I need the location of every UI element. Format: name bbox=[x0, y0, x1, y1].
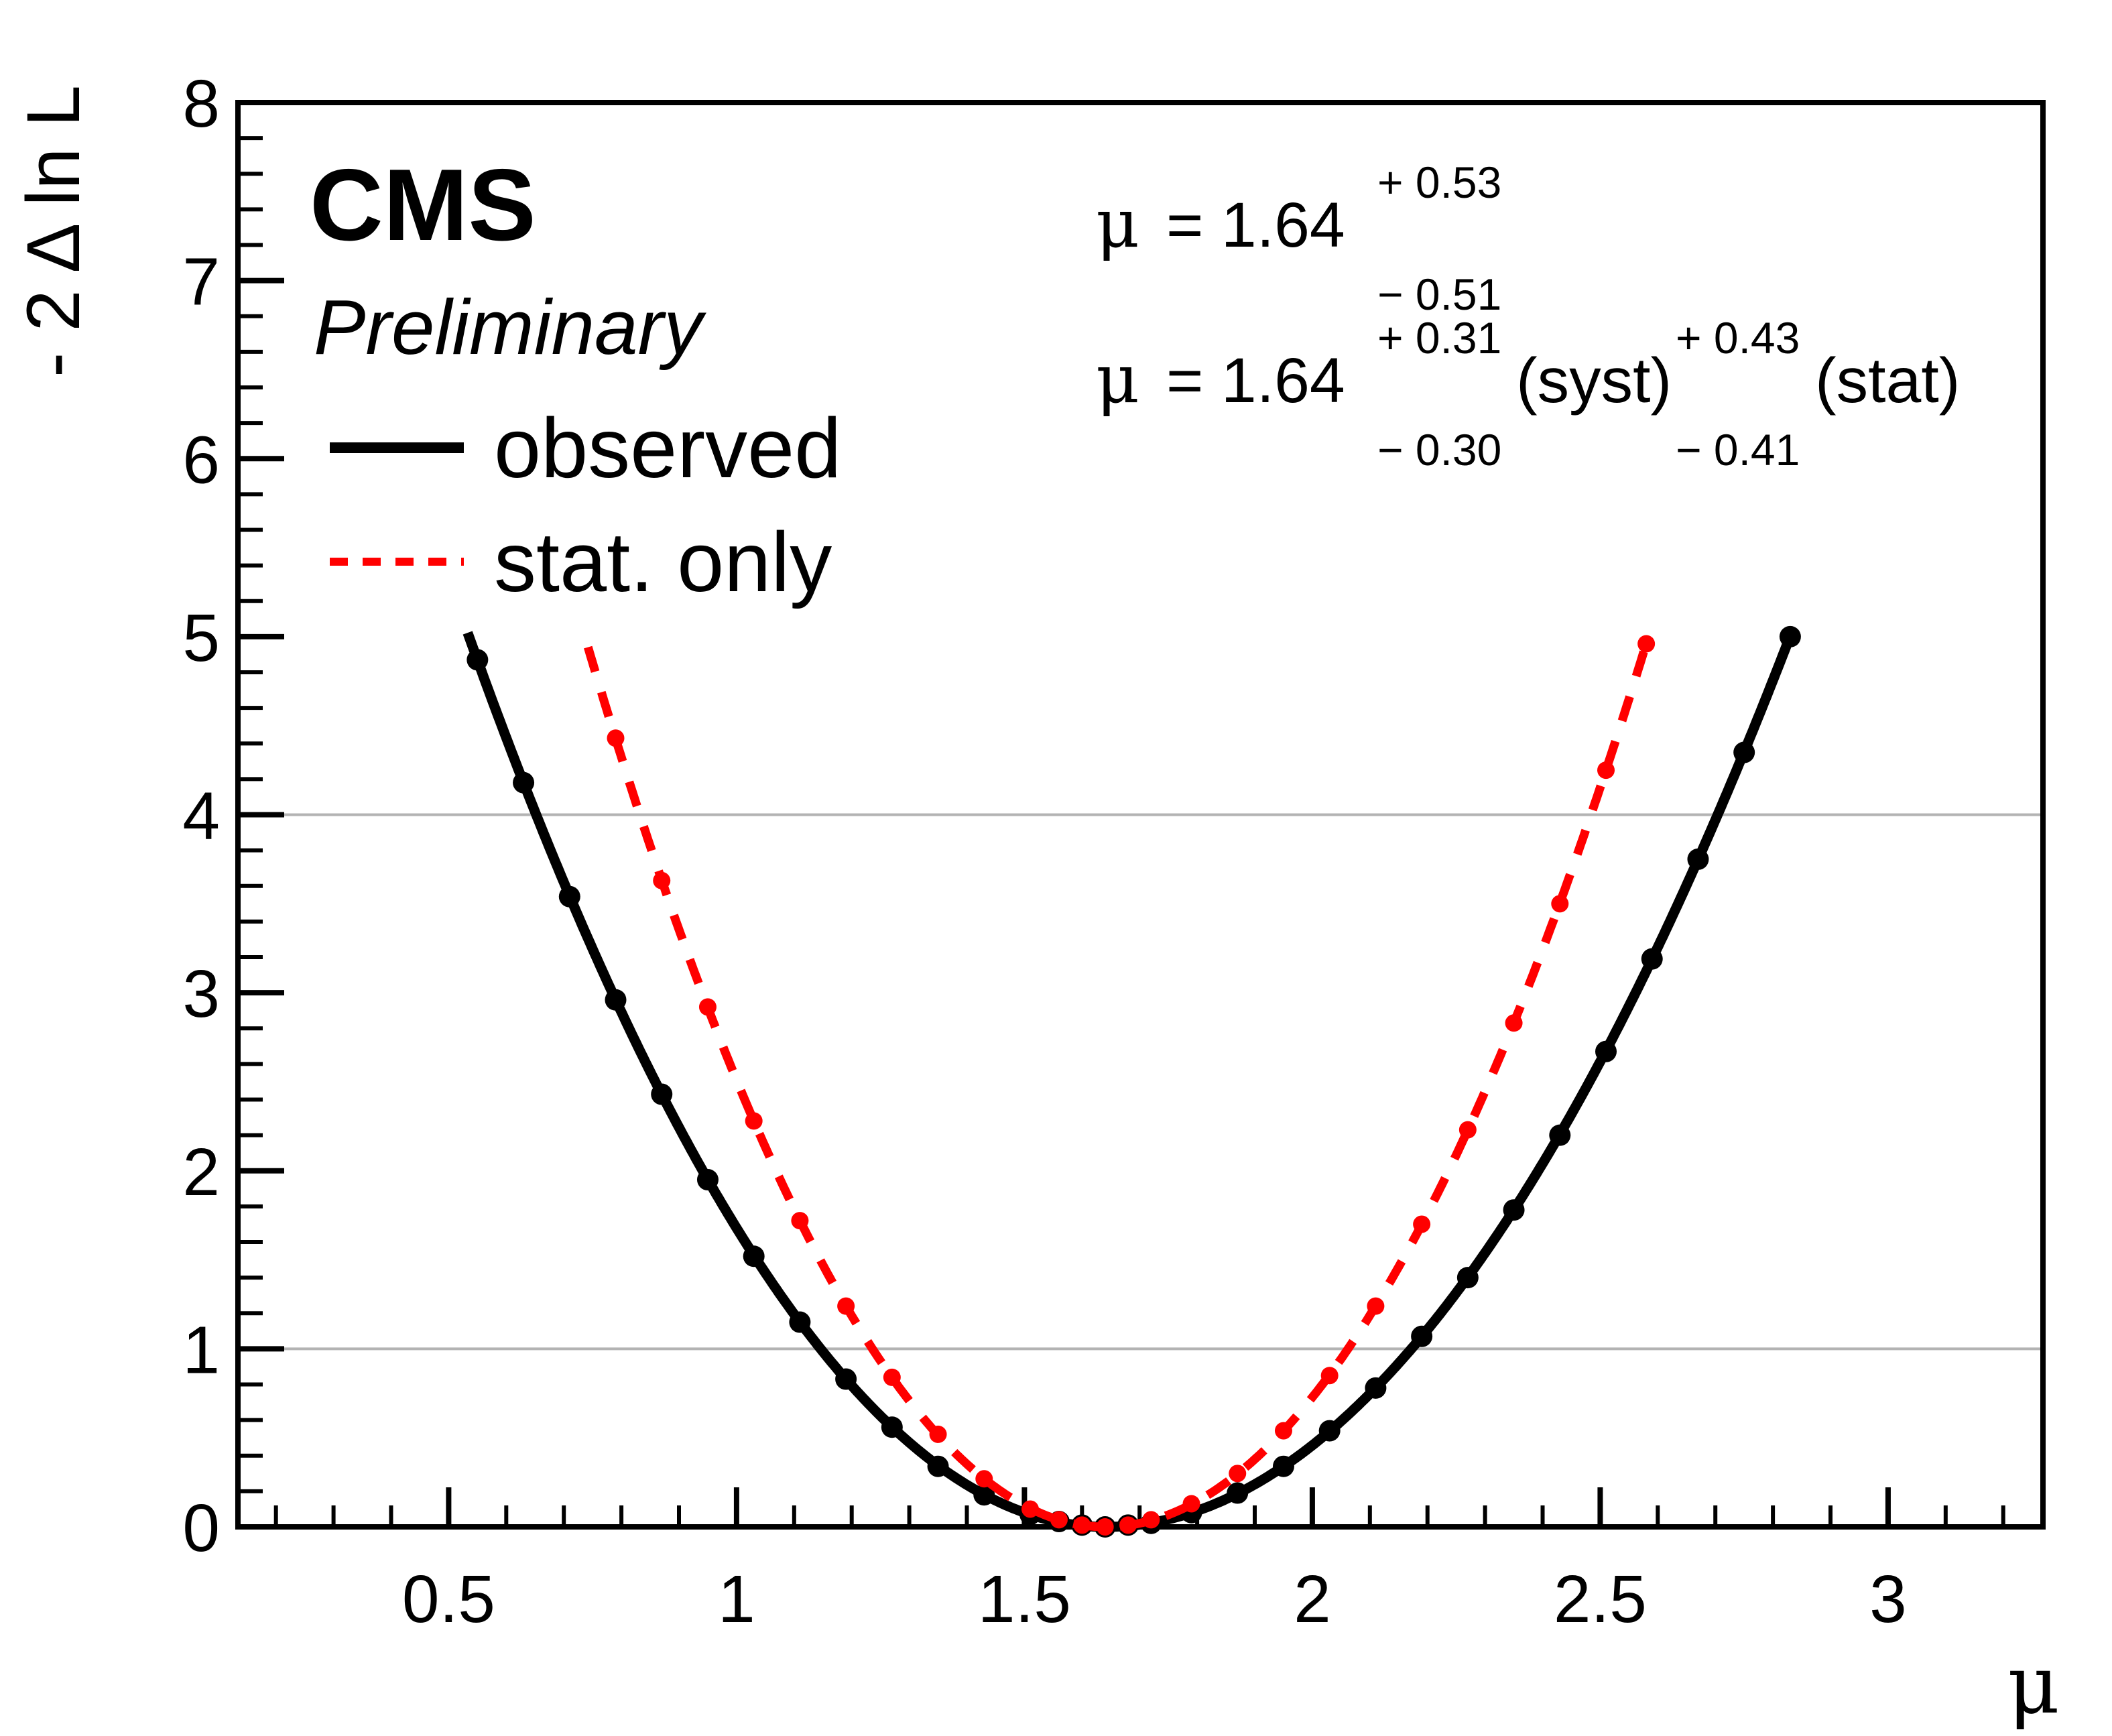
stat-only-marker bbox=[1021, 1500, 1039, 1518]
y-axis-title: - 2 Δ ln L bbox=[11, 85, 95, 377]
observed-marker bbox=[1318, 1420, 1341, 1442]
annotation2-syst-subscript: − 0.30 bbox=[1377, 425, 1501, 475]
annotation2-mu: μ bbox=[1096, 340, 1139, 418]
annotation1-mu: μ bbox=[1096, 184, 1139, 263]
observed-marker bbox=[881, 1416, 903, 1438]
stat-only-marker bbox=[1551, 895, 1569, 913]
annotation1-superscript: + 0.53 bbox=[1377, 158, 1501, 207]
stat-only-marker bbox=[745, 1112, 763, 1130]
observed-marker bbox=[1411, 1325, 1433, 1347]
tick-layer: 0.5 1 1.5 2 2.5 3 0 1 2 3 4 5 6 7 8 bbox=[182, 66, 2005, 1637]
observed-marker bbox=[743, 1245, 765, 1267]
observed-marker bbox=[1595, 1040, 1617, 1062]
observed-marker bbox=[1503, 1199, 1525, 1221]
y-tick-label: 8 bbox=[182, 66, 220, 141]
stat-only-marker bbox=[837, 1297, 855, 1315]
stat-only-marker bbox=[1367, 1297, 1385, 1315]
observed-marker bbox=[1733, 741, 1755, 763]
grid-layer bbox=[238, 813, 2043, 1351]
annotation1-value: = 1.64 bbox=[1166, 190, 1345, 261]
observed-marker bbox=[605, 989, 627, 1011]
annotation2-stat-subscript: − 0.41 bbox=[1676, 425, 1800, 475]
stat-only-curve bbox=[584, 638, 1652, 1532]
stat-only-marker bbox=[607, 729, 625, 747]
stat-only-marker bbox=[1050, 1511, 1068, 1529]
best-fit-annotation-split: μ = 1.64 + 0.31 − 0.30 (syst) + 0.43 − 0… bbox=[1096, 313, 1960, 475]
observed-marker bbox=[558, 885, 580, 908]
legend-label-observed: observed bbox=[494, 401, 841, 495]
annotation2-stat-label: (stat) bbox=[1815, 345, 1960, 416]
best-fit-annotation-total: μ = 1.64 + 0.53 − 0.51 bbox=[1096, 158, 1501, 319]
stat-only-marker bbox=[1637, 635, 1656, 653]
observed-marker bbox=[1365, 1377, 1387, 1399]
stat-only-marker bbox=[1597, 761, 1615, 780]
observed-marker bbox=[1641, 948, 1663, 970]
stat-only-marker bbox=[1182, 1495, 1200, 1513]
y-tick-label: 6 bbox=[182, 422, 220, 497]
stat-only-marker bbox=[883, 1368, 901, 1386]
observed-marker bbox=[1456, 1267, 1479, 1289]
y-tick-label: 3 bbox=[182, 956, 220, 1032]
x-tick-label: 0.5 bbox=[402, 1562, 495, 1637]
observed-marker bbox=[1687, 848, 1709, 870]
annotation2-syst-label: (syst) bbox=[1516, 345, 1672, 416]
stat-only-marker bbox=[1096, 1518, 1114, 1536]
observed-marker bbox=[696, 1169, 719, 1191]
observed-marker bbox=[513, 771, 535, 794]
stat-only-marker bbox=[698, 998, 717, 1016]
y-tick-label: 7 bbox=[182, 245, 220, 320]
observed-marker bbox=[835, 1368, 857, 1390]
annotation2-stat-superscript: + 0.43 bbox=[1676, 313, 1800, 363]
x-tick-label: 2.5 bbox=[1554, 1562, 1647, 1637]
curve-layer bbox=[462, 625, 1801, 1538]
stat-only-marker bbox=[1229, 1465, 1247, 1483]
annotation2-value: = 1.64 bbox=[1166, 345, 1345, 416]
stat-only-marker bbox=[929, 1425, 947, 1443]
y-tick-label: 5 bbox=[182, 601, 220, 676]
x-axis-title: μ bbox=[2007, 1639, 2060, 1732]
x-tick-label: 2 bbox=[1294, 1562, 1331, 1637]
observed-marker bbox=[789, 1311, 811, 1333]
observed-marker bbox=[467, 649, 489, 671]
observed-marker bbox=[1227, 1482, 1249, 1504]
stat-only-marker bbox=[1119, 1516, 1137, 1534]
legend: observed stat. only bbox=[330, 401, 841, 609]
observed-marker bbox=[1272, 1455, 1294, 1477]
annotation1-subscript: − 0.51 bbox=[1377, 269, 1501, 319]
y-tick-label: 0 bbox=[182, 1491, 220, 1566]
stat-only-marker bbox=[975, 1470, 993, 1488]
legend-label-stat-only: stat. only bbox=[494, 515, 832, 609]
stat-only-marker bbox=[653, 871, 671, 889]
x-tick-label: 1 bbox=[718, 1562, 755, 1637]
y-tick-label: 2 bbox=[182, 1135, 220, 1210]
stat-only-marker bbox=[1320, 1367, 1339, 1385]
stat-only-marker bbox=[1505, 1014, 1523, 1032]
observed-marker bbox=[973, 1484, 995, 1506]
stat-only-marker bbox=[791, 1212, 809, 1230]
observed-marker bbox=[1779, 625, 1801, 647]
stat-only-marker bbox=[1142, 1511, 1160, 1529]
observed-marker bbox=[1549, 1124, 1571, 1146]
stat-only-marker bbox=[1274, 1422, 1292, 1440]
stat-only-marker bbox=[1413, 1215, 1431, 1233]
observed-marker bbox=[927, 1455, 949, 1477]
observed-marker bbox=[651, 1083, 673, 1105]
stat-only-marker bbox=[1458, 1121, 1477, 1139]
cms-label: CMS bbox=[310, 148, 536, 262]
preliminary-label: Preliminary bbox=[314, 284, 706, 371]
annotation2-syst-superscript: + 0.31 bbox=[1377, 313, 1501, 363]
y-tick-label: 1 bbox=[182, 1312, 220, 1387]
x-tick-label: 3 bbox=[1869, 1562, 1907, 1637]
y-tick-label: 4 bbox=[182, 779, 220, 854]
stat-only-marker bbox=[1073, 1516, 1091, 1534]
x-tick-label: 1.5 bbox=[978, 1562, 1071, 1637]
observed-curve bbox=[462, 631, 1795, 1532]
